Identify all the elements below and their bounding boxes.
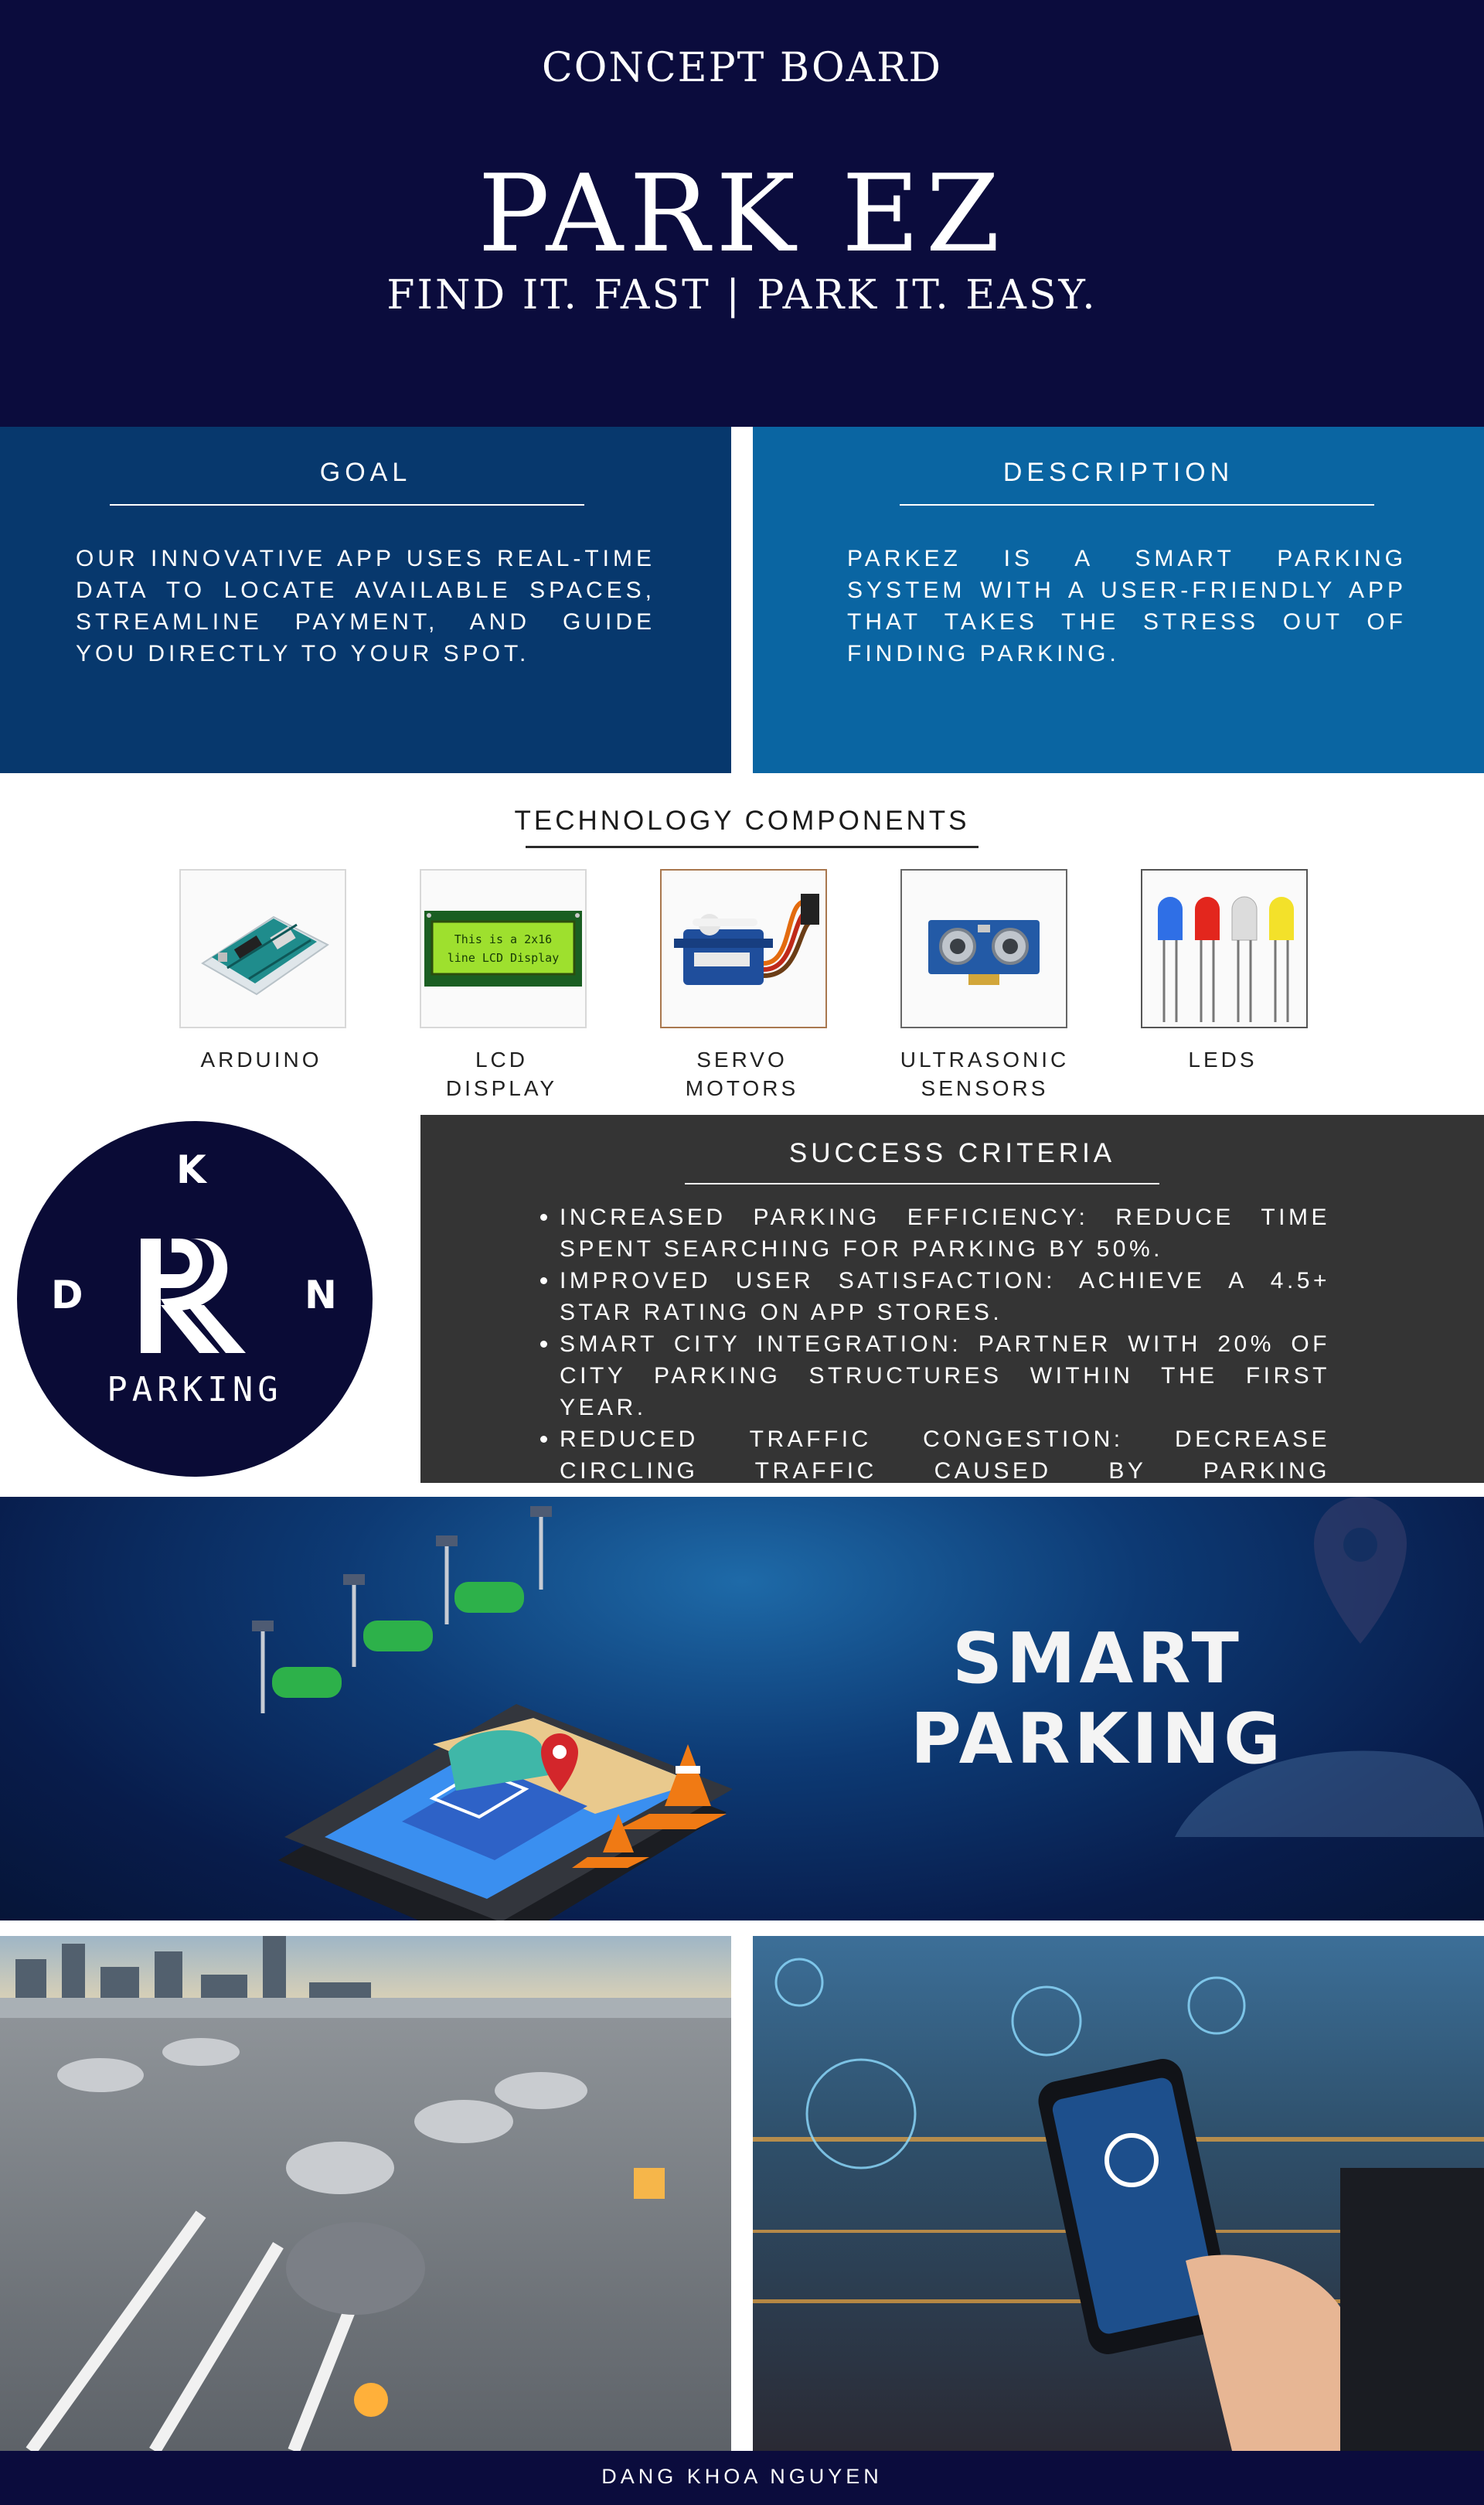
description-text: PARKEZ IS A SMART PARKING SYSTEM WITH A … [847,546,1407,666]
leds-image [1141,869,1308,1028]
goal-panel: GOAL OUR INNOVATIVE APP USES REAL-TIME D… [0,427,731,773]
component-label-ultrasonic: ULTRASONIC SENSORS [900,1048,1070,1100]
component-label-lcd: LCD DISPLAY [445,1048,558,1100]
component-label-leds: LEDS [1188,1048,1258,1072]
header-banner: CONCEPT BOARD PARK EZ FIND IT. FAST | PA… [0,0,1484,427]
technology-divider [526,846,979,848]
footer: DANG KHOA NGUYEN [0,2451,1484,2505]
success-criteria-list: INCREASED PARKING EFFICIENCY: REDUCE TIM… [540,1201,1330,1518]
technology-title: TECHNOLOGY COMPONENTS [514,806,970,836]
logo-k-mark-icon [141,1239,246,1353]
smart-city-phone-photo [753,1936,1484,2451]
servo-motor-image [660,869,827,1028]
goal-title: GOAL [319,458,412,487]
success-criteria-item: INCREASED PARKING EFFICIENCY: REDUCE TIM… [540,1201,1330,1265]
success-criteria-title: SUCCESS CRITERIA [788,1138,1116,1168]
tagline: FIND IT. FAST | PARK IT. EASY. [386,272,1098,319]
success-criteria-panel: SUCCESS CRITERIA INCREASED PARKING EFFIC… [420,1115,1484,1515]
component-label-arduino: ARDUINO [200,1048,322,1072]
goal-divider [110,504,584,506]
author-name: DANG KHOA NGUYEN [601,2465,883,2488]
success-criteria-item: IMPROVED USER SATISFACTION: ACHIEVE A 4.… [540,1265,1330,1328]
logo-letter-k: K [176,1147,206,1192]
board-title: CONCEPT BOARD [541,45,943,91]
logo-wordmark: PARKING [107,1370,283,1409]
app-name: PARK EZ [478,152,1006,276]
parking-lot-photo [0,1936,731,2451]
kdn-parking-logo: K D N PARKING [17,1121,373,1477]
logo-letter-d: D [51,1273,83,1317]
smart-parking-heading: SMART PARKING [910,1618,1285,1780]
logo-letter-n: N [305,1273,337,1317]
arduino-image [179,869,346,1028]
lcd-display-image: This is a 2x16 line LCD Display [420,869,587,1028]
description-title: DESCRIPTION [1002,458,1234,487]
success-criteria-divider [685,1183,1159,1184]
lcd-line-1: This is a 2x16 [454,932,552,946]
description-panel: DESCRIPTION PARKEZ IS A SMART PARKING SY… [753,427,1484,773]
ultrasonic-sensor-image [900,869,1067,1028]
success-criteria-item: SMART CITY INTEGRATION: PARTNER WITH 20%… [540,1328,1330,1423]
lcd-line-2: line LCD Display [448,951,560,965]
description-divider [900,504,1374,506]
smart-parking-illustration [252,1497,1484,1920]
goal-text: OUR INNOVATIVE APP USES REAL-TIME DATA T… [76,546,655,666]
smart-parking-banner: SMART PARKING [0,1497,1484,1920]
component-label-servo: SERVO MOTORS [685,1048,799,1100]
